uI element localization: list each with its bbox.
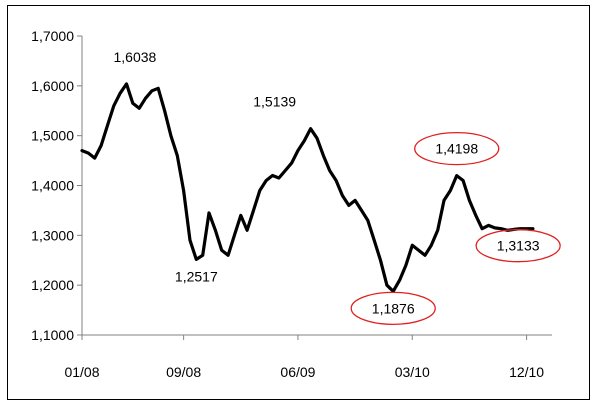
annotation-label: 1,2517 [175, 268, 218, 284]
y-tick-label: 1,2000 [31, 277, 74, 293]
y-tick-label: 1,5000 [31, 128, 74, 144]
chart-frame [7, 5, 590, 400]
annotation-circle [475, 229, 561, 263]
x-tick-label: 12/10 [509, 364, 544, 380]
x-tick-label: 03/10 [395, 364, 430, 380]
annotation-label: 1,1876 [372, 300, 415, 316]
y-axis-ticks: 1,1000 1,2000 1,3000 1,4000 1,5000 1,6000 1,70… [31, 28, 82, 343]
annotation-circle [350, 291, 436, 325]
y-tick-label: 1,3000 [31, 227, 74, 243]
x-tick-label: 09/08 [166, 364, 201, 380]
y-tick-label: 1,6000 [31, 78, 74, 94]
annotation-label: 1,4198 [435, 141, 478, 157]
x-tick-label: 06/09 [280, 364, 315, 380]
annotation-label: 1,5139 [253, 94, 296, 110]
x-axis-ticks: 01/08 09/08 06/09 03/10 12/10 [64, 335, 544, 380]
y-tick-label: 1,4000 [31, 178, 74, 194]
series-layer [80, 82, 535, 293]
annotation-label: 1,3133 [497, 238, 540, 254]
x-tick-label: 01/08 [64, 364, 99, 380]
series-line [80, 82, 535, 293]
annotation-label: 1,6038 [114, 49, 157, 65]
y-tick-label: 1,1000 [31, 327, 74, 343]
y-tick-label: 1,7000 [31, 28, 74, 44]
annotation-circle [414, 131, 500, 166]
annotations-layer: 1,6038 1,2517 1,5139 1,1876 1,4198 1,3133 [114, 49, 561, 325]
axes [81, 36, 552, 336]
